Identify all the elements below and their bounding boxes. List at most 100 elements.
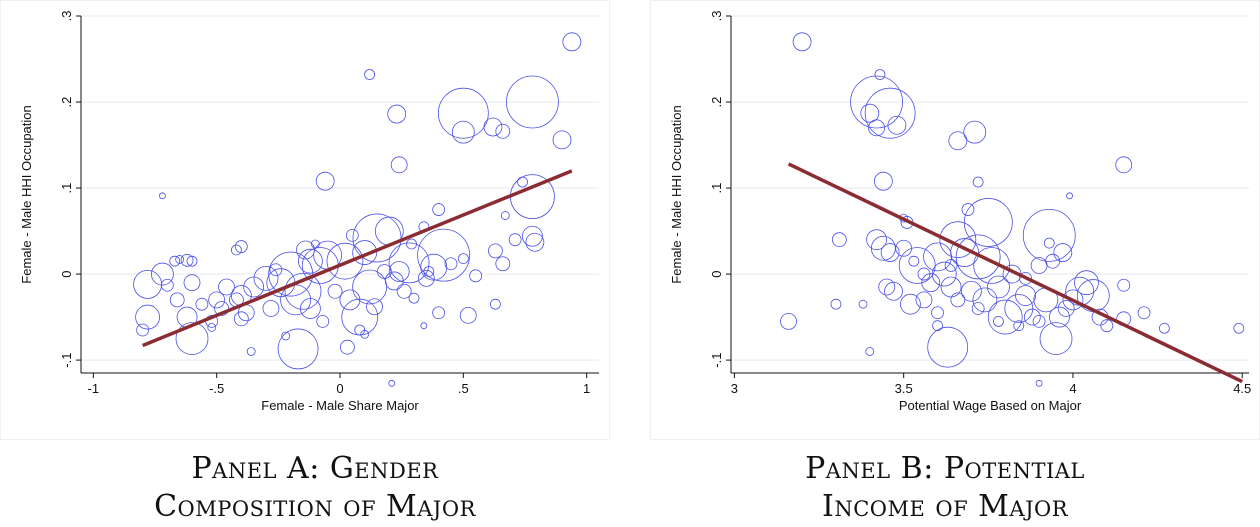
x-axis-title: Potential Wage Based on Major	[899, 398, 1082, 413]
data-point	[316, 314, 330, 328]
data-point	[483, 117, 503, 137]
points-group	[780, 32, 1245, 387]
data-point	[233, 311, 249, 327]
data-point	[160, 278, 174, 292]
data-point	[500, 211, 510, 220]
data-point	[406, 238, 417, 250]
data-point	[972, 287, 998, 313]
data-point	[878, 278, 896, 296]
data-point	[339, 339, 355, 355]
data-point	[296, 240, 315, 260]
x-tick-label: .5	[458, 381, 469, 396]
data-point	[1074, 270, 1099, 296]
data-point	[1062, 289, 1084, 311]
data-point	[158, 192, 166, 200]
data-point	[150, 262, 174, 286]
y-tick-label: .1	[59, 183, 74, 194]
data-point	[944, 259, 958, 272]
x-tick-label: 0	[336, 381, 343, 396]
data-point	[487, 243, 503, 259]
data-point	[939, 221, 977, 259]
data-point	[1022, 208, 1076, 262]
data-point	[506, 75, 559, 129]
data-point	[451, 120, 475, 144]
data-point	[874, 69, 886, 80]
data-point	[830, 298, 842, 310]
data-point	[960, 280, 982, 302]
data-point	[552, 130, 572, 150]
data-point	[299, 298, 321, 319]
data-point	[1019, 271, 1032, 285]
data-point	[961, 203, 975, 216]
data-point	[858, 299, 868, 309]
y-tick-label: .2	[709, 97, 724, 108]
data-point	[495, 256, 511, 272]
fitted-line	[142, 169, 573, 348]
data-point	[246, 347, 256, 356]
scatter-chart-panel-a: -.1 0 .1 .2 .3 -1 -.5 0 .5 1 Female - Male Share M…	[19, 11, 599, 413]
data-point	[993, 315, 1004, 327]
panel-b: -.1 0 .1 .2 .3 3 3.5 4 4.5 Potential Wage Based o…	[630, 0, 1260, 527]
data-point	[327, 283, 343, 299]
data-point	[408, 292, 420, 304]
data-point	[432, 203, 446, 216]
data-point	[136, 323, 150, 337]
data-point	[865, 347, 875, 356]
data-point	[792, 32, 812, 52]
data-point	[208, 291, 226, 309]
data-point	[831, 232, 847, 248]
data-point	[175, 255, 185, 264]
scatter-chart-panel-b: -.1 0 .1 .2 .3 3 3.5 4 4.5 Potential Wage Based o…	[669, 11, 1251, 413]
data-point	[195, 297, 209, 311]
data-point	[388, 242, 430, 284]
data-point	[297, 248, 323, 274]
data-point	[310, 239, 320, 249]
data-point	[987, 275, 1010, 299]
data-point	[923, 242, 952, 272]
data-point	[1013, 320, 1025, 332]
data-point	[284, 272, 322, 310]
data-point	[281, 331, 291, 341]
data-point	[352, 213, 402, 263]
data-point	[180, 253, 194, 267]
data-point	[388, 261, 410, 282]
data-point	[207, 323, 217, 332]
data-point	[459, 306, 477, 324]
data-point	[218, 278, 235, 296]
data-point	[1004, 294, 1034, 323]
y-tick-label: 0	[59, 270, 74, 277]
caption-line-2: Income of Major	[821, 489, 1069, 524]
data-point	[364, 69, 376, 80]
y-tick-label: .2	[59, 97, 74, 108]
fitted-line	[787, 162, 1243, 384]
data-point	[525, 232, 545, 252]
data-point	[243, 276, 265, 298]
data-point	[186, 255, 198, 267]
data-point	[1057, 300, 1075, 317]
data-point	[1233, 322, 1245, 334]
data-point	[1065, 276, 1095, 306]
data-point	[214, 301, 230, 316]
data-point	[339, 289, 361, 311]
data-point	[987, 299, 1023, 335]
data-point	[1066, 192, 1073, 200]
data-point	[269, 263, 283, 277]
caption-line-2: Composition of Major	[154, 489, 476, 524]
x-tick-label: 3.5	[895, 381, 913, 396]
data-point	[972, 176, 984, 188]
y-tick-label: -.1	[59, 353, 74, 368]
data-point	[360, 329, 370, 339]
y-tick-label: -.1	[709, 353, 724, 368]
data-point	[1030, 257, 1048, 274]
data-point	[880, 243, 900, 262]
data-point	[388, 379, 396, 387]
data-point	[230, 244, 242, 256]
plot-area: -.1 0 .1 .2 .3 -1 -.5 0 .5 1 Female - Male Share M…	[0, 0, 610, 440]
data-point	[921, 273, 941, 293]
data-point	[915, 291, 933, 309]
caption-line-1: Panel B: Potential	[805, 451, 1085, 486]
data-point	[420, 322, 428, 330]
data-point	[135, 304, 161, 330]
data-point	[352, 240, 378, 265]
data-point	[366, 298, 383, 316]
